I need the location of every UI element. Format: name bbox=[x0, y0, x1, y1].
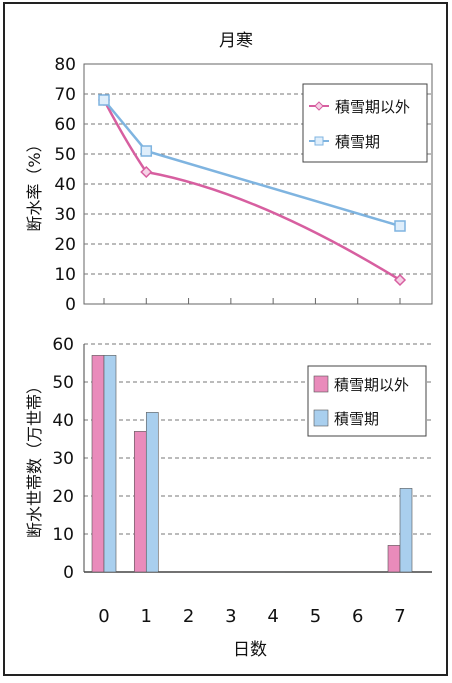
chart-title: 月寒 bbox=[219, 31, 253, 51]
x-tick-label: 0 bbox=[98, 606, 109, 627]
y-tick-label: 20 bbox=[54, 235, 76, 255]
x-tick-label: 5 bbox=[310, 606, 321, 627]
y-tick-label: 10 bbox=[54, 265, 76, 285]
y-tick-label: 60 bbox=[54, 115, 76, 135]
y-tick-label: 0 bbox=[65, 295, 76, 315]
x-tick-label: 4 bbox=[267, 606, 278, 627]
bar bbox=[400, 488, 412, 572]
x-tick-label: 3 bbox=[225, 606, 236, 627]
bar bbox=[104, 355, 116, 572]
y-tick-label: 50 bbox=[52, 373, 74, 393]
legend-label: 積雪期以外 bbox=[335, 98, 410, 116]
x-axis-label: 日数 bbox=[233, 640, 267, 660]
y-axis-label: 断水世帯数（万世帯） bbox=[25, 378, 44, 538]
x-tick-label: 2 bbox=[183, 606, 194, 627]
y-tick-label: 30 bbox=[54, 205, 76, 225]
y-tick-label: 40 bbox=[52, 411, 74, 431]
x-tick-label: 7 bbox=[394, 606, 405, 627]
y-tick-label: 50 bbox=[54, 145, 76, 165]
legend-swatch bbox=[314, 410, 328, 426]
y-tick-label: 0 bbox=[63, 563, 74, 583]
bar bbox=[134, 431, 146, 572]
data-point bbox=[141, 146, 151, 156]
legend-marker bbox=[315, 137, 323, 145]
y-tick-label: 10 bbox=[52, 525, 74, 545]
bar bbox=[92, 355, 104, 572]
legend-label: 積雪期 bbox=[334, 410, 379, 428]
data-point bbox=[99, 95, 109, 105]
y-tick-label: 30 bbox=[52, 449, 74, 469]
y-tick-label: 70 bbox=[54, 85, 76, 105]
x-tick-label: 1 bbox=[141, 606, 152, 627]
x-tick-label: 6 bbox=[352, 606, 363, 627]
y-axis-label: 断水率（%） bbox=[25, 136, 44, 231]
data-point bbox=[395, 221, 405, 231]
legend-label: 積雪期以外 bbox=[334, 376, 409, 394]
y-tick-label: 20 bbox=[52, 487, 74, 507]
y-tick-label: 80 bbox=[54, 55, 76, 75]
legend-swatch bbox=[314, 376, 328, 392]
y-tick-label: 40 bbox=[54, 175, 76, 195]
y-tick-label: 60 bbox=[52, 335, 74, 355]
legend-label: 積雪期 bbox=[335, 133, 380, 151]
bar bbox=[388, 545, 400, 572]
bar bbox=[146, 412, 158, 572]
